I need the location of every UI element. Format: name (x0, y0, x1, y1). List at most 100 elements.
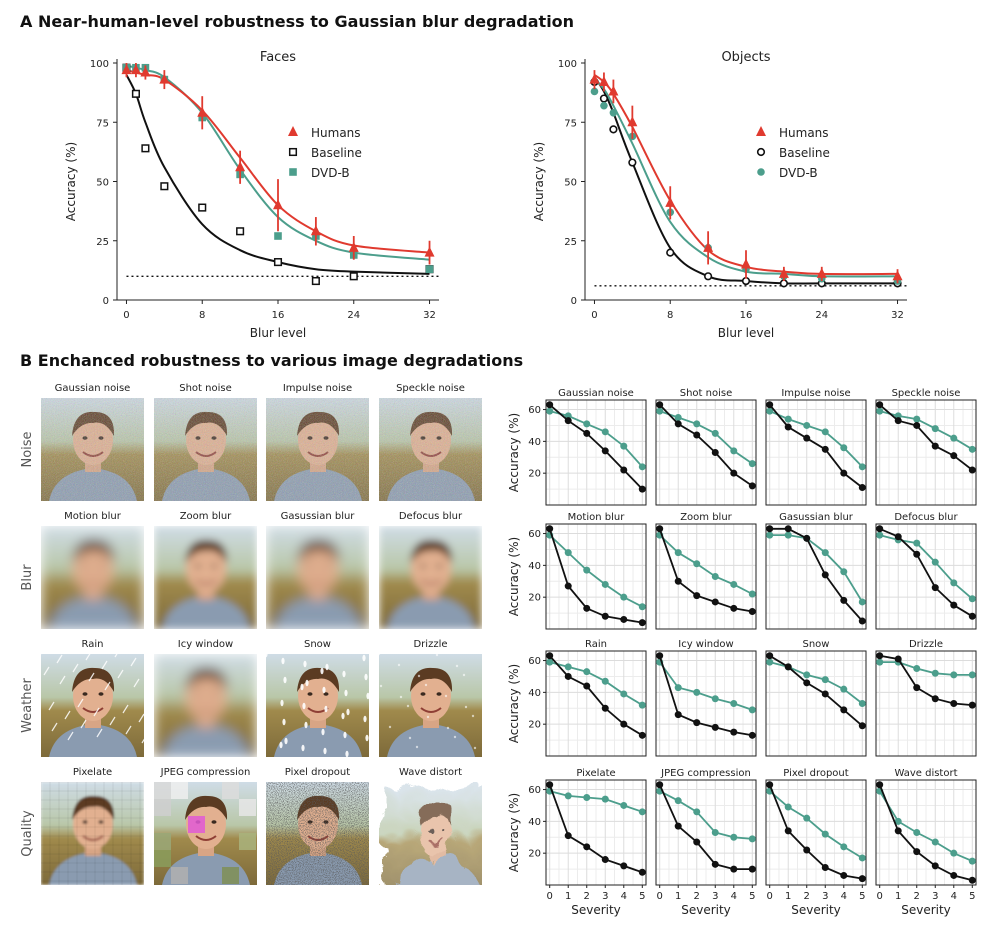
mouth-shape (82, 579, 104, 585)
series-point-baseline (803, 534, 811, 542)
panel-title: Zoom blur (680, 512, 732, 523)
series-point-baseline (583, 429, 591, 437)
hair-shape (297, 795, 340, 820)
panel-frame (545, 399, 647, 506)
snow-flake (300, 683, 304, 691)
series-point-dvd (564, 792, 572, 800)
jpeg-block (154, 799, 171, 816)
section-b-title: B Enchanced robustness to various image … (20, 351, 524, 370)
drizzle-drop (462, 673, 466, 677)
x-axis-label: Severity (791, 903, 841, 917)
series-point-baseline (711, 449, 719, 456)
series-point-dvd (821, 676, 829, 684)
series-line-baseline (548, 784, 643, 874)
panel-title: Speckle noise (892, 388, 961, 399)
series-point-baseline (601, 612, 609, 620)
series-point-dvd (656, 658, 664, 666)
mouth-shape (307, 835, 329, 841)
series-point-baseline (876, 652, 884, 660)
panel-frame (655, 523, 757, 630)
rain-streak (93, 707, 100, 717)
series-point-dvd (840, 568, 848, 576)
panel-title: Snow (803, 639, 830, 650)
panel-title: Shot noise (680, 388, 733, 399)
x-tick-label: 24 (347, 310, 360, 321)
series-line-baseline (549, 655, 643, 737)
image-tile-title: Zoom blur (180, 511, 232, 522)
blurred-photo (41, 526, 144, 629)
data-point-dvd-b (609, 108, 618, 117)
face-image-wave-distort (379, 782, 482, 885)
series-point-dvd (748, 706, 756, 714)
severity-panel-rain: Rain 20 40 60 (528, 634, 647, 757)
eye-shape (82, 436, 88, 440)
y-tick-label: 75 (96, 118, 109, 129)
drizzle-drop (426, 715, 430, 719)
y-axis-label: Accuracy (%) (532, 142, 546, 221)
panel-frame (765, 650, 867, 757)
series-point-dvd (894, 817, 902, 825)
mouth-shape (307, 579, 329, 585)
data-point-humans (892, 270, 903, 281)
eye-shape (436, 436, 442, 440)
series-point-dvd (894, 412, 902, 420)
face-image-pixel-dropout (266, 782, 369, 885)
series-point-dvd (858, 463, 866, 471)
jpeg-block (239, 799, 256, 816)
legend-label: DVD-B (311, 166, 350, 180)
neck-shape (310, 584, 326, 600)
x-tick-label: 0 (591, 310, 597, 321)
series-line-dvd (549, 661, 643, 706)
chart-title: Faces (260, 50, 296, 65)
series-line-baseline (769, 527, 863, 622)
shirt-shape (49, 468, 137, 501)
panel-frame (655, 399, 757, 506)
mouth-shape (195, 579, 217, 585)
data-point-humans (703, 241, 714, 252)
rain-streak (96, 728, 103, 738)
x-tick-label: 1 (565, 891, 571, 902)
panel-title: Defocus blur (894, 512, 958, 523)
shirt-shape (274, 468, 362, 501)
series-point-dvd (894, 658, 902, 666)
data-point-baseline (198, 203, 207, 212)
snow-flake (283, 676, 287, 684)
mouth-shape (82, 707, 104, 713)
series-point-dvd (693, 808, 701, 816)
hair-shape (410, 667, 453, 692)
rain-streak (72, 663, 79, 673)
rain-streak (125, 725, 132, 735)
neck-shape (85, 584, 101, 600)
series-point-baseline (730, 728, 738, 736)
photo-background (154, 782, 257, 885)
rain-streak (80, 719, 87, 729)
face-shape (298, 543, 338, 593)
series-point-dvd (620, 442, 628, 450)
series-line-baseline (659, 404, 753, 487)
panel-title: Drizzle (909, 639, 943, 650)
data-point-baseline (704, 272, 713, 281)
panel-frame (875, 650, 977, 757)
series-point-dvd (840, 685, 848, 693)
jpeg-block (222, 782, 239, 799)
photo-background (379, 526, 482, 629)
snow-flake (281, 657, 285, 665)
legend-label: Baseline (311, 146, 362, 160)
image-row-label: Blur (20, 564, 35, 591)
snow-flake (365, 734, 369, 742)
x-tick-label: 5 (749, 891, 755, 902)
series-point-dvd (931, 558, 939, 566)
x-tick-label: 8 (199, 310, 205, 321)
series-line-baseline (658, 784, 753, 870)
shirt-shape (49, 596, 137, 629)
eye-shape (323, 564, 329, 568)
panel-title: Gaussian noise (558, 388, 634, 399)
series-point-dvd (821, 549, 829, 557)
data-point-dvd-b (425, 265, 434, 273)
drizzle-drop (471, 714, 475, 718)
x-axis-label: Blur level (250, 326, 306, 340)
drizzle-drop (399, 695, 403, 699)
series-point-baseline (894, 655, 902, 663)
image-row-label: Weather (20, 677, 35, 732)
x-tick-label: 32 (891, 310, 904, 321)
